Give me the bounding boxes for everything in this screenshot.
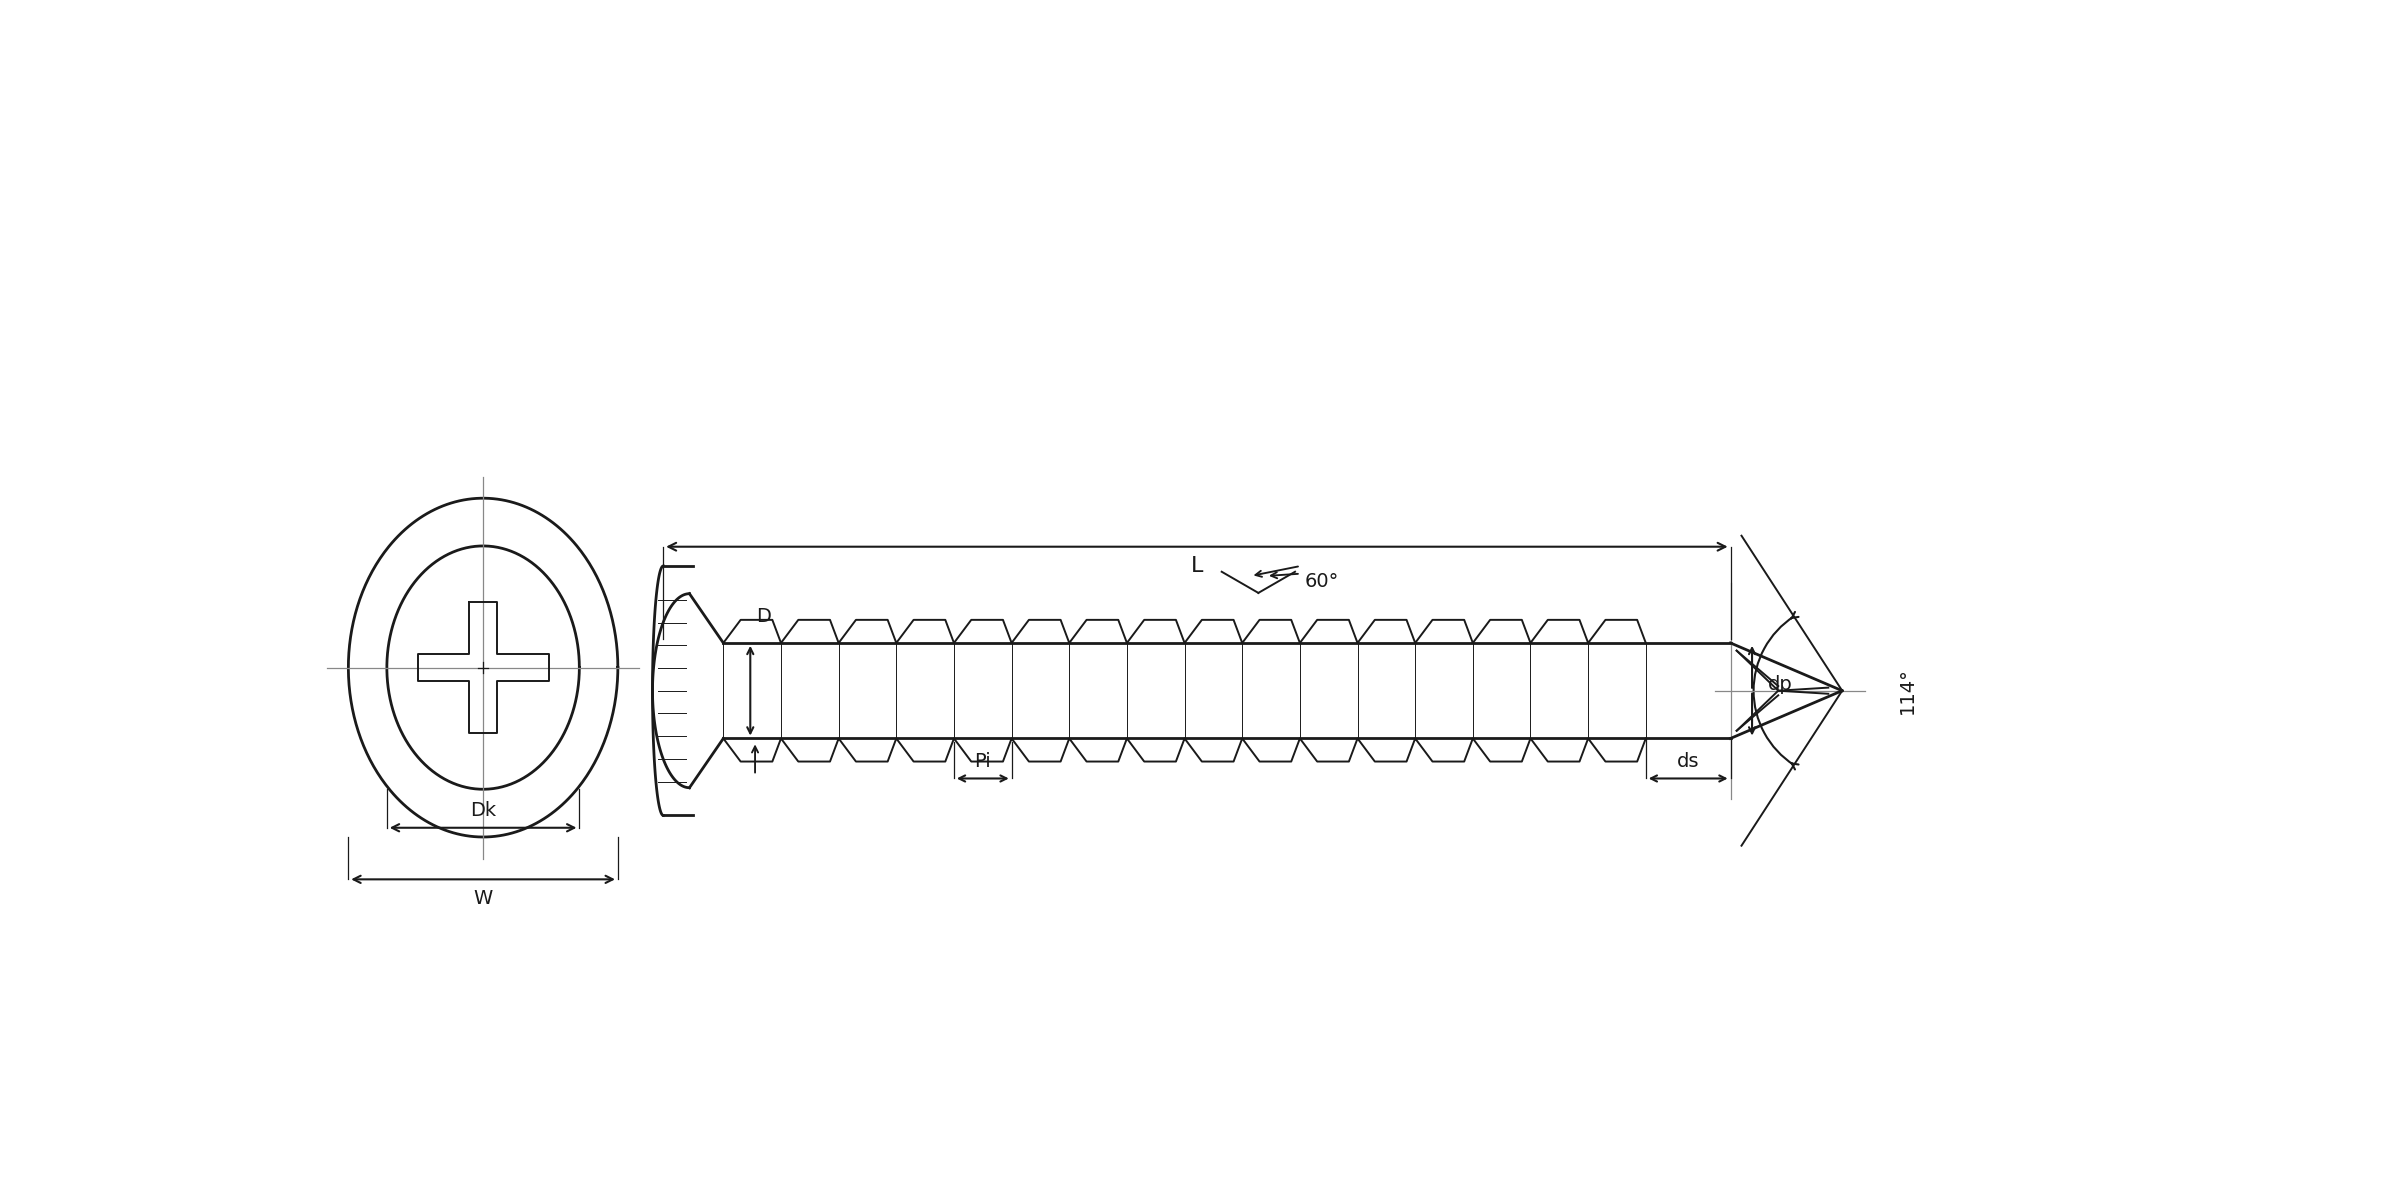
Text: Pi: Pi — [974, 751, 991, 770]
Text: 60°: 60° — [1306, 572, 1339, 590]
Text: L: L — [1190, 556, 1202, 576]
Text: D: D — [756, 607, 770, 626]
Text: 114°: 114° — [1898, 667, 1918, 714]
Text: W: W — [473, 888, 492, 907]
Text: dp: dp — [1766, 676, 1793, 694]
Text: ds: ds — [1678, 751, 1699, 770]
Text: Dk: Dk — [470, 802, 497, 820]
